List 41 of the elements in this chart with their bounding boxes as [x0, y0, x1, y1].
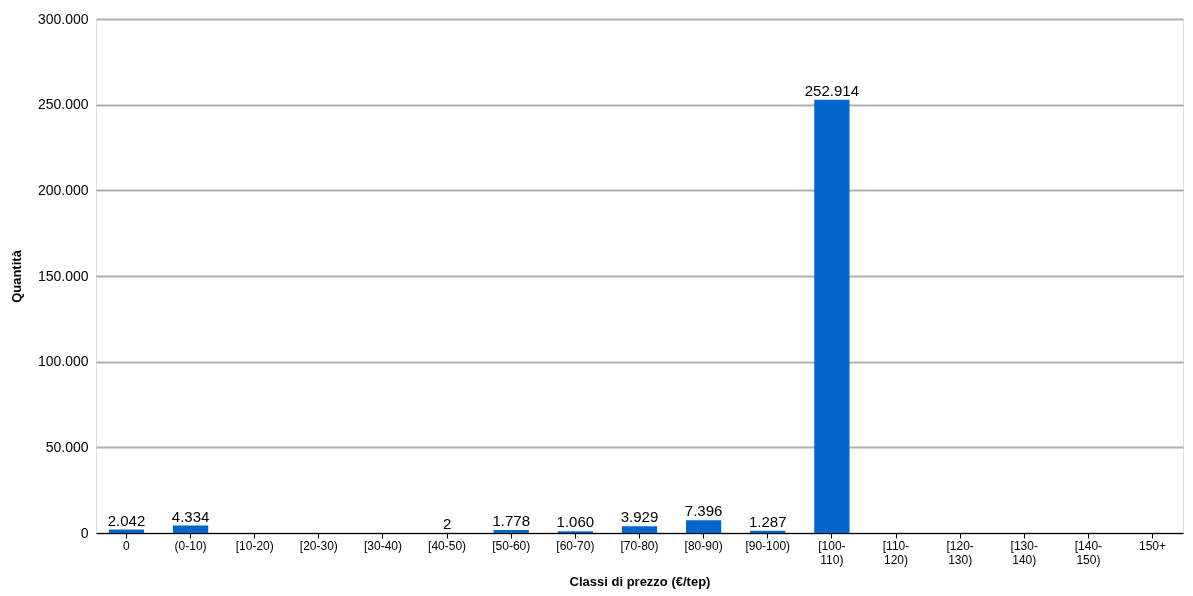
- x-tick-label: [80-90): [684, 538, 723, 553]
- bar: [493, 529, 529, 533]
- y-axis-title: Quantità: [8, 249, 24, 303]
- x-axis-title: Classi di prezzo (€/tep): [569, 573, 711, 589]
- data-label: 7.396: [684, 502, 723, 520]
- x-tick-label: [130-140): [1010, 538, 1038, 567]
- x-tick-label: [20-30): [299, 538, 338, 553]
- bar: [172, 525, 209, 533]
- y-tick-label: 100.000: [37, 353, 89, 370]
- y-tick-label: 50.000: [45, 438, 89, 455]
- x-tick-label: 150+: [1139, 538, 1167, 553]
- data-label: 252.914: [804, 81, 860, 99]
- data-label: 2: [442, 515, 452, 532]
- x-tick-label: [10-20): [235, 538, 274, 553]
- x-tick-label: [30-40): [363, 538, 402, 553]
- data-label: 4.334: [171, 507, 210, 525]
- x-tick-label: [50-60): [492, 538, 531, 553]
- y-tick-label: 0: [80, 524, 89, 541]
- x-tick-label: [60-70): [556, 538, 595, 553]
- x-tick-label: [140-150): [1074, 538, 1103, 567]
- bar: [621, 526, 658, 533]
- data-label: 3.929: [620, 508, 659, 526]
- x-tick-label: 0: [123, 538, 131, 553]
- x-tick-label: [120-130): [946, 538, 974, 567]
- x-tick-label: [110-120): [882, 538, 910, 567]
- x-tick-label: [40-50): [428, 538, 467, 553]
- y-tick-label: 150.000: [37, 267, 89, 284]
- x-tick-label: [100-110): [818, 538, 846, 567]
- x-tick-label: [90-100): [745, 538, 791, 553]
- x-tick-label: (0-10): [174, 538, 207, 553]
- bar: [814, 99, 850, 533]
- x-tick-label: [70-80): [620, 538, 659, 553]
- data-label: 2.042: [107, 511, 146, 529]
- bar: [750, 530, 786, 533]
- data-label: 1.060: [556, 513, 595, 531]
- data-label: 1.778: [492, 511, 531, 529]
- y-tick-label: 250.000: [37, 96, 89, 113]
- y-tick-label: 200.000: [37, 181, 89, 198]
- data-label: 1.287: [748, 512, 787, 530]
- bar: [685, 520, 722, 533]
- y-tick-label: 300.000: [37, 10, 89, 27]
